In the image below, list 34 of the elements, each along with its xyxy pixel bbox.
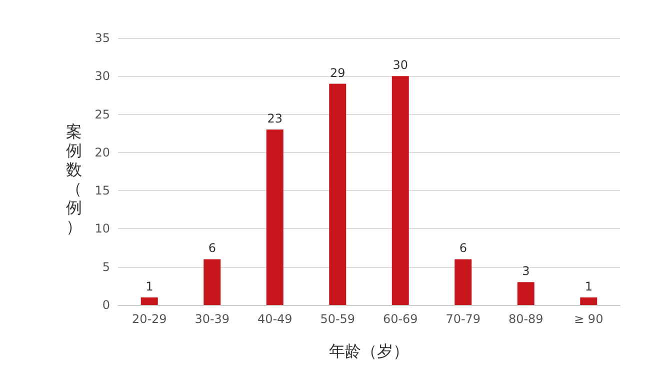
y-tick-label: 35 (94, 31, 110, 45)
bar (204, 259, 221, 305)
bar (454, 259, 472, 305)
bar (392, 76, 409, 305)
x-tick-label: 20-29 (132, 312, 167, 326)
bar (517, 282, 534, 305)
y-tick-label: 25 (94, 107, 110, 122)
y-axis-title: 案例数（例） (65, 122, 83, 236)
x-tick-label: ≥ 90 (574, 312, 604, 326)
data-label: 1 (584, 279, 592, 294)
y-tick-label: 30 (94, 69, 110, 84)
data-label: 6 (208, 241, 216, 256)
data-label: 30 (392, 58, 408, 72)
data-label: 29 (330, 66, 346, 80)
x-tick-label: 50-59 (320, 312, 356, 326)
x-tick-label: 80-89 (508, 312, 544, 326)
bar (140, 297, 158, 305)
y-tick-label: 5 (102, 260, 110, 274)
x-tick-label: 30-39 (194, 312, 230, 326)
data-label: 23 (267, 112, 283, 126)
y-tick-label: 20 (94, 145, 110, 160)
data-label: 1 (146, 279, 154, 294)
bar (580, 297, 598, 305)
y-tick-label: 15 (94, 184, 110, 198)
y-tick-label: 10 (94, 222, 110, 236)
bar (266, 130, 284, 305)
data-label: 3 (522, 264, 530, 278)
x-tick-label: 60-69 (382, 312, 418, 326)
y-tick-label: 0 (102, 298, 110, 312)
x-axis-title: 年龄（岁） (329, 342, 409, 360)
x-tick-label: 70-79 (446, 312, 481, 326)
x-tick-label: 40-49 (257, 312, 292, 326)
data-label: 6 (459, 241, 467, 256)
bar (329, 84, 346, 305)
